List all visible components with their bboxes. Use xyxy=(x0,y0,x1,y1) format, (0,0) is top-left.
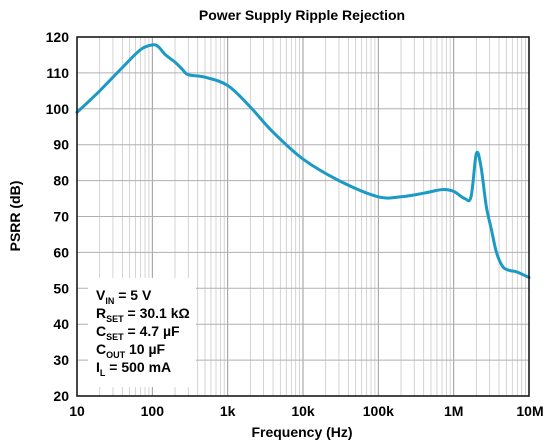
y-tick-label: 50 xyxy=(53,280,69,296)
x-tick-label: 1k xyxy=(220,403,236,419)
annotation-line: IL = 500 mA xyxy=(96,359,171,378)
y-axis-ticks: 20 30 40 50 60 70 80 90 100 110 120 xyxy=(46,29,70,404)
grid xyxy=(77,37,529,396)
annotation-line: VIN = 5 V xyxy=(96,287,152,306)
y-tick-label: 110 xyxy=(46,65,69,81)
psrr-curve xyxy=(75,43,531,279)
y-tick-label: 70 xyxy=(53,209,69,225)
x-tick-label: 100 xyxy=(141,403,165,419)
x-tick-label: 10k xyxy=(291,403,315,419)
x-axis-label: Frequency (Hz) xyxy=(251,424,352,440)
plot-frame xyxy=(76,36,530,397)
x-tick-label: 10M xyxy=(516,403,543,419)
y-tick-label: 40 xyxy=(53,316,69,332)
y-tick-label: 80 xyxy=(53,173,69,189)
annotation-line: RSET = 30.1 kΩ xyxy=(96,305,190,324)
chart-title: Power Supply Ripple Rejection xyxy=(199,7,405,23)
y-tick-label: 30 xyxy=(53,352,69,368)
x-tick-label: 100k xyxy=(363,403,394,419)
y-tick-label: 100 xyxy=(46,101,70,117)
annotation-line: COUT 10 µF xyxy=(96,341,166,360)
y-tick-label: 60 xyxy=(53,244,69,260)
annotation-background xyxy=(88,278,196,387)
x-axis-ticks: 10 100 1k 10k 100k 1M 10M xyxy=(69,403,543,419)
annotation-line: CSET = 4.7 µF xyxy=(96,323,180,342)
x-tick-label: 1M xyxy=(444,403,463,419)
y-tick-label: 20 xyxy=(53,388,69,404)
y-axis-label: PSRR (dB) xyxy=(7,181,23,252)
y-tick-label: 120 xyxy=(46,29,70,45)
x-tick-label: 10 xyxy=(69,403,85,419)
y-tick-label: 90 xyxy=(53,137,69,153)
